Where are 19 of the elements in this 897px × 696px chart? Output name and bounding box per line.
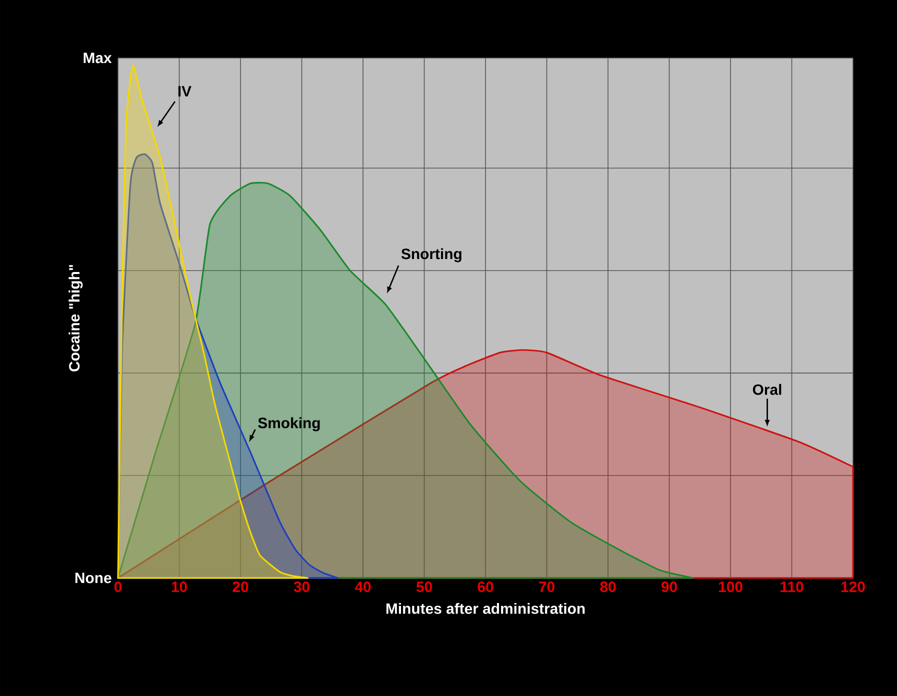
x-tick-label: 50 bbox=[416, 582, 432, 592]
series-label: Smoking bbox=[258, 417, 320, 432]
x-tick-label: 70 bbox=[539, 582, 554, 592]
x-tick-label: 60 bbox=[478, 582, 494, 592]
x-tick-label: 40 bbox=[354, 582, 371, 592]
x-tick-label: 10 bbox=[172, 582, 187, 592]
x-tick-label: 30 bbox=[294, 582, 310, 592]
text: Max bbox=[84, 52, 112, 64]
x-tick-label: 90 bbox=[661, 582, 677, 592]
series-label: Oral bbox=[752, 384, 782, 395]
text: None bbox=[75, 572, 112, 584]
x-tick-label: 100 bbox=[718, 582, 742, 592]
x-tick-label: 0 bbox=[114, 582, 122, 592]
x-axis-title: Minutes after administration bbox=[386, 602, 585, 614]
x-tick-label: 80 bbox=[600, 582, 616, 592]
y-axis-title: Cocaine "high" bbox=[68, 264, 83, 372]
x-tick-label: 120 bbox=[841, 582, 865, 592]
x-tick-label: 20 bbox=[232, 582, 248, 592]
x-tick-label: 110 bbox=[780, 582, 804, 592]
